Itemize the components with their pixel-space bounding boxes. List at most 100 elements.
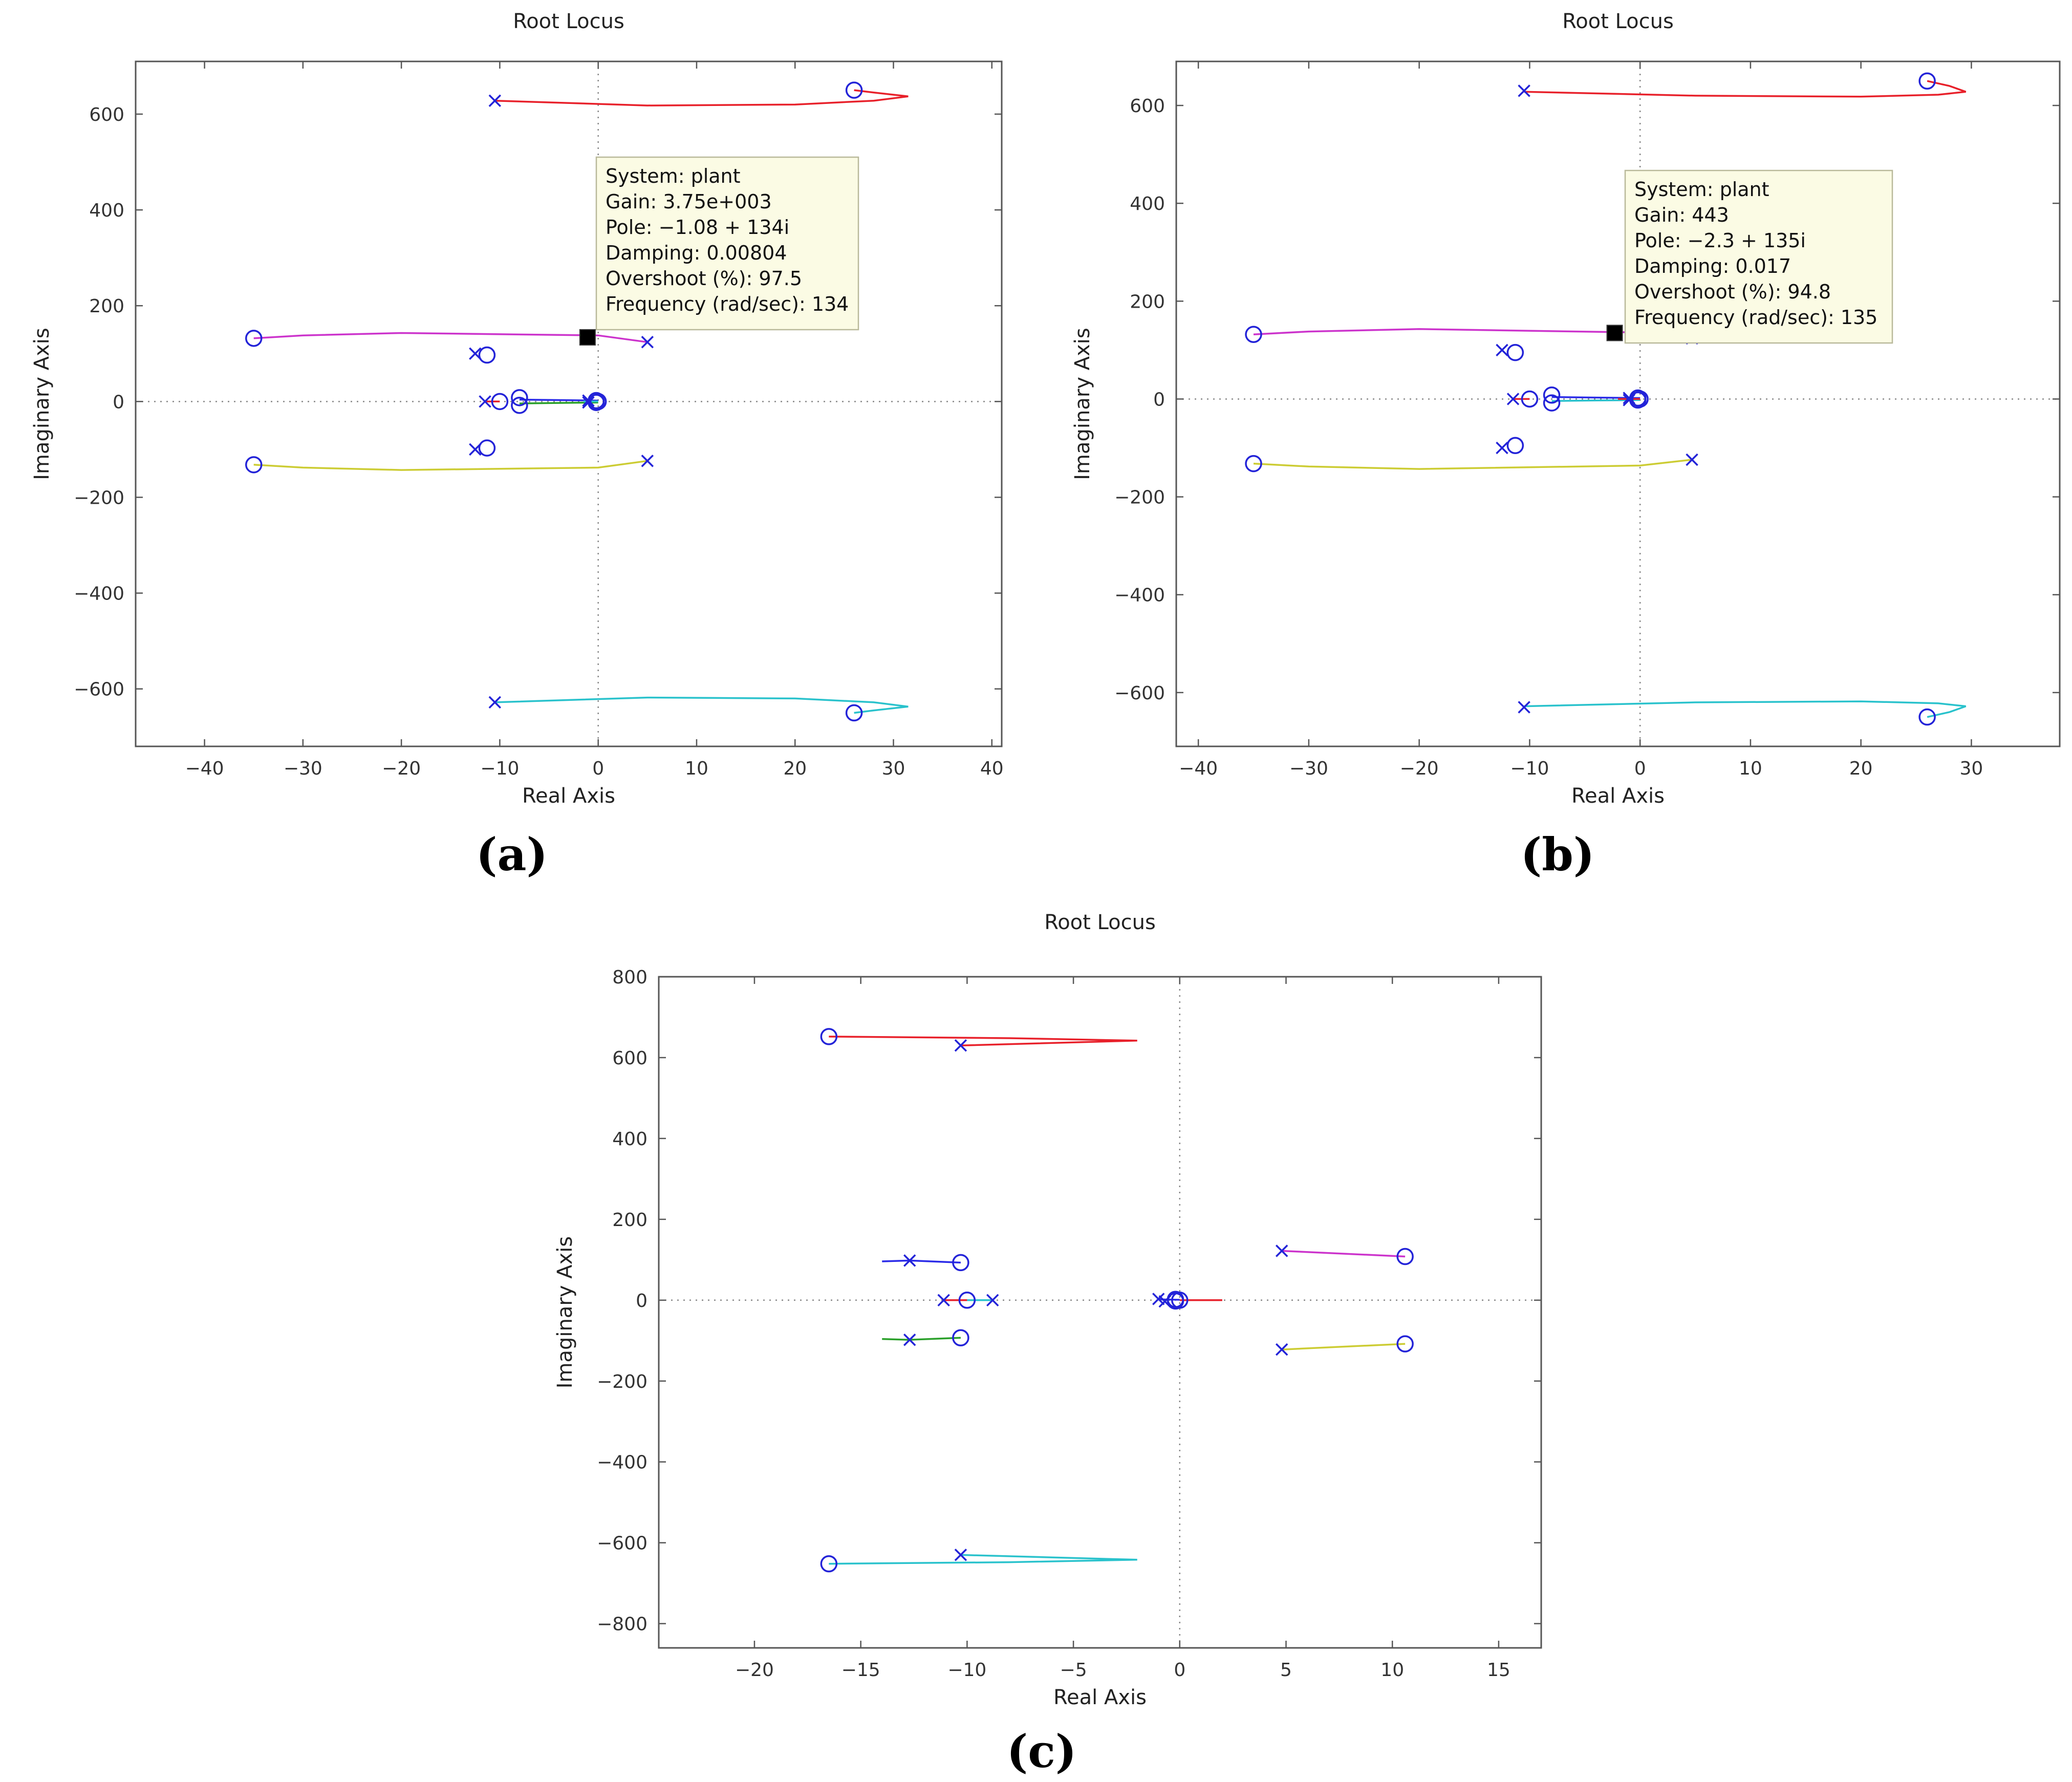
- datatip-box: [1624, 169, 1893, 344]
- zero-marker: [958, 1292, 976, 1309]
- y-tick-label: −600: [1114, 683, 1165, 704]
- zero-marker: [491, 393, 509, 411]
- x-tick-label: −30: [1289, 758, 1328, 779]
- datatip-line: System: plant: [606, 165, 741, 187]
- datatip-line: Damping: 0.00804: [606, 242, 787, 264]
- zero-marker: [1396, 1335, 1414, 1352]
- datatip-line: Gain: 3.75e+003: [606, 190, 772, 213]
- locus-branch-yellow: [1282, 1343, 1406, 1350]
- pole-marker: [1152, 1293, 1165, 1305]
- x-axis-label: Real Axis: [522, 784, 615, 808]
- chart-title: Root Locus: [513, 10, 624, 33]
- y-tick-label: 600: [612, 1048, 648, 1069]
- datatip-marker: [1606, 325, 1623, 341]
- zero-marker: [1506, 437, 1524, 454]
- zero-marker: [245, 456, 263, 474]
- x-tick-label: 30: [1959, 758, 1983, 779]
- zero-marker: [1396, 1248, 1414, 1265]
- pole-marker: [479, 395, 491, 408]
- chart-title: Root Locus: [1044, 911, 1156, 934]
- y-tick-label: 400: [612, 1129, 648, 1150]
- datatip-marker: [579, 329, 596, 346]
- x-tick-label: 10: [685, 758, 708, 779]
- y-tick-label: 200: [612, 1210, 648, 1231]
- zero-marker: [1167, 1292, 1184, 1310]
- plot-area: [135, 60, 1003, 747]
- y-tick-label: −400: [597, 1452, 648, 1473]
- zero-marker: [1918, 708, 1936, 726]
- plot-area: [658, 976, 1542, 1649]
- locus-branch-cyan: [829, 1554, 1137, 1565]
- y-axis-label: Imaginary Axis: [553, 1236, 577, 1388]
- zero-marker: [1629, 391, 1647, 409]
- zero-marker: [952, 1254, 969, 1272]
- x-tick-label: 10: [1380, 1660, 1404, 1681]
- pole-marker: [641, 455, 654, 467]
- x-tick-label: −20: [382, 758, 421, 779]
- locus-branch-red: [494, 89, 909, 106]
- pole-marker: [903, 1254, 916, 1267]
- caption-a: (a): [476, 828, 548, 881]
- pole-marker: [903, 1333, 916, 1346]
- y-tick-label: 200: [89, 296, 124, 317]
- x-tick-label: 10: [1739, 758, 1762, 779]
- y-tick-label: −400: [1114, 585, 1165, 606]
- pole-marker: [954, 1549, 967, 1561]
- pole-marker: [1506, 393, 1520, 405]
- zero-marker: [245, 330, 263, 347]
- y-tick-label: 600: [89, 104, 124, 125]
- locus-branch-magenta: [1282, 1250, 1406, 1258]
- locus-branch-red: [1524, 80, 1967, 98]
- x-tick-label: −30: [284, 758, 322, 779]
- x-tick-label: 20: [1849, 758, 1873, 779]
- datatip-line: Damping: 0.017: [1634, 255, 1791, 277]
- x-axis-label: Real Axis: [1571, 784, 1665, 808]
- caption-b: (b): [1521, 828, 1595, 881]
- datatip-line: Pole: −1.08 + 134i: [606, 216, 789, 239]
- zero-marker: [1245, 455, 1262, 473]
- pole-marker: [1496, 441, 1508, 455]
- datatip-box: [595, 156, 859, 331]
- chart-c: −20 −15 −10 −5 0 5 10 15 −800 −600 −400 −200 0 200 400…: [553, 911, 1542, 1709]
- datatip-line: System: plant: [1634, 178, 1769, 201]
- pole-marker: [1275, 1343, 1288, 1356]
- pole-marker: [488, 94, 502, 107]
- locus-branch-magenta: [253, 332, 648, 343]
- zero-marker: [478, 439, 496, 457]
- zero-marker: [1918, 72, 1936, 90]
- locus-branch-cyan: [1524, 700, 1967, 718]
- datatip-line: Pole: −2.3 + 135i: [1634, 229, 1806, 252]
- datatip-line: Gain: 443: [1634, 204, 1729, 226]
- y-tick-label: 0: [113, 392, 124, 413]
- y-tick-label: 0: [636, 1291, 648, 1312]
- chart-a: −40 −30 −20 −10 0 10 20 30 40 −600 −400 −200 0 200 400…: [30, 10, 1004, 808]
- pole-marker: [986, 1294, 999, 1307]
- locus-branch-cyan-near-axis: [1551, 399, 1641, 402]
- datatip-line: Frequency (rad/sec): 135: [1634, 306, 1877, 329]
- chart-b: −40 −30 −20 −10 0 10 20 30 −600 −400 −200 0 200 400 60…: [1071, 10, 2061, 808]
- zero-marker: [1543, 387, 1561, 404]
- y-tick-label: 600: [1130, 96, 1165, 117]
- pole-marker: [488, 696, 502, 709]
- y-tick-label: −600: [74, 679, 124, 700]
- zero-marker: [845, 704, 863, 722]
- zero-marker: [1521, 390, 1539, 408]
- y-tick-label: −200: [74, 487, 124, 508]
- x-tick-label: 20: [783, 758, 807, 779]
- zero-marker: [478, 346, 496, 364]
- zero-marker: [1245, 326, 1262, 343]
- plot-area: [1175, 60, 2061, 747]
- x-axis-label: Real Axis: [1053, 1686, 1147, 1709]
- pole-marker: [1686, 453, 1698, 466]
- pole-marker: [1518, 701, 1530, 714]
- y-tick-label: 0: [1153, 389, 1165, 410]
- y-tick-label: −200: [1114, 487, 1165, 508]
- chart-title: Root Locus: [1562, 10, 1674, 33]
- x-tick-label: 30: [882, 758, 905, 779]
- locus-branch-red: [829, 1036, 1137, 1047]
- datatip-line: Overshoot (%): 97.5: [606, 267, 802, 290]
- locus-branch-blue-near-axis: [1551, 396, 1641, 399]
- y-tick-label: 400: [1130, 194, 1165, 214]
- zero-marker: [511, 397, 528, 414]
